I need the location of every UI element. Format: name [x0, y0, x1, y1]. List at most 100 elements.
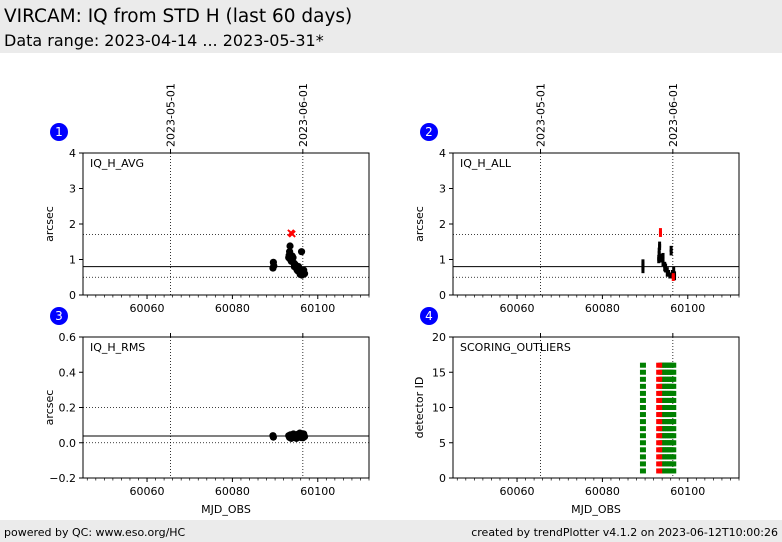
- outlier-point: [658, 228, 662, 235]
- y-tick-label: 0: [439, 472, 446, 485]
- y-tick-label: 4: [439, 147, 446, 160]
- data-point: [270, 262, 278, 270]
- y-tick-label: 1: [69, 254, 76, 267]
- detector-cell: [656, 461, 663, 467]
- data-point: [661, 252, 665, 259]
- data-point: [658, 241, 662, 248]
- date-tick-label: 2023-06-01: [667, 83, 680, 147]
- y-tick-label: 3: [69, 183, 76, 196]
- detector-cell: [639, 454, 646, 460]
- detector-cell: [670, 412, 677, 418]
- panel-badge-number: 3: [55, 309, 63, 323]
- data-point: [658, 253, 662, 260]
- detector-cell: [656, 412, 663, 418]
- data-point: [661, 260, 665, 267]
- detector-cell: [639, 440, 646, 446]
- detector-cell: [639, 447, 646, 453]
- data-point: [286, 242, 294, 250]
- x-tick-label: 60080: [215, 485, 250, 498]
- data-point: [657, 247, 661, 254]
- detector-cell: [639, 468, 646, 474]
- data-point: [657, 254, 661, 261]
- x-axis-label: MJD_OBS: [201, 503, 251, 516]
- y-tick-label: 3: [439, 183, 446, 196]
- detector-cell: [670, 383, 677, 389]
- data-point: [294, 263, 303, 271]
- detector-cell: [639, 405, 646, 410]
- panel-label: IQ_H_AVG: [90, 157, 144, 170]
- panel-label: IQ_H_RMS: [90, 341, 145, 354]
- panel-badge: [50, 123, 68, 141]
- detector-cell: [670, 419, 677, 425]
- detector-cell: [670, 440, 677, 446]
- detector-cell: [656, 440, 663, 446]
- panel-badge-number: 2: [425, 125, 433, 139]
- x-tick-label: 60060: [130, 485, 165, 498]
- footer-created: created by trendPlotter v4.1.2 on 2023-0…: [471, 526, 778, 539]
- detector-cell: [656, 397, 663, 403]
- detector-cell: [656, 454, 663, 460]
- detector-cell: [670, 461, 677, 467]
- y-tick-label: 15: [432, 366, 446, 379]
- detector-cell: [670, 362, 677, 368]
- data-point: [661, 256, 665, 263]
- footer-credit: powered by QC: www.eso.org/HC: [4, 526, 186, 539]
- y-tick-label: 0.0: [59, 437, 77, 450]
- detector-cell: [639, 390, 646, 396]
- detector-cell: [639, 419, 646, 425]
- detector-cell: [656, 468, 663, 474]
- data-point: [300, 270, 309, 278]
- detector-cell: [670, 405, 677, 410]
- detector-cell: [670, 433, 677, 439]
- detector-cell: [656, 433, 663, 439]
- header-bar: VIRCAM: IQ from STD H (last 60 days) Dat…: [0, 0, 782, 53]
- detector-cell: [656, 376, 663, 382]
- detector-cell: [656, 405, 663, 410]
- detector-cell: [639, 397, 646, 403]
- detector-cell: [670, 397, 677, 403]
- plot-frame: [452, 336, 740, 479]
- date-tick-label: 2023-05-01: [535, 83, 548, 147]
- detector-cell: [656, 369, 663, 375]
- x-tick-label: 60080: [585, 485, 620, 498]
- detector-cell: [656, 362, 663, 368]
- y-tick-label: 0: [439, 289, 446, 302]
- x-axis-label: MJD_OBS: [571, 503, 621, 516]
- detector-cell: [639, 376, 646, 382]
- panel-label: SCORING_OUTLIERS: [460, 341, 571, 354]
- x-tick-label: 60080: [215, 302, 250, 315]
- data-point: [669, 245, 673, 252]
- y-tick-label: 4: [69, 147, 76, 160]
- data-point: [672, 266, 676, 273]
- detector-cell: [639, 433, 646, 439]
- plot-frame: [82, 152, 370, 296]
- date-tick-label: 2023-05-01: [165, 83, 178, 147]
- panel-2: 0 1 2 3 4 60060 60080 60100 2023-05-01 2023-06-01…: [413, 83, 740, 315]
- detector-cell: [670, 369, 677, 375]
- x-tick-label: 60060: [500, 485, 535, 498]
- detector-cell: [639, 369, 646, 375]
- outlier-point: [288, 230, 296, 238]
- panel-label: IQ_H_ALL: [460, 157, 512, 170]
- date-tick-label: 2023-06-01: [297, 83, 310, 147]
- panel-badge-number: 4: [425, 309, 433, 323]
- detector-cell: [639, 461, 646, 467]
- detector-cell: [656, 426, 663, 432]
- y-tick-label: 1: [439, 254, 446, 267]
- x-tick-label: 60100: [670, 485, 705, 498]
- detector-cell: [656, 390, 663, 396]
- panel-badge: [420, 123, 438, 141]
- panel-badge: [50, 307, 68, 325]
- x-tick-label: 60060: [130, 302, 165, 315]
- detector-cell: [639, 412, 646, 418]
- y-tick-label: 0.6: [59, 331, 77, 344]
- data-point: [297, 248, 306, 256]
- data-point: [289, 254, 297, 262]
- data-point: [269, 433, 277, 441]
- data-point: [641, 259, 645, 266]
- footer-bar: powered by QC: www.eso.org/HC created by…: [0, 520, 782, 542]
- page-subtitle: Data range: 2023-04-14 ... 2023-05-31*: [4, 31, 324, 50]
- page-title: VIRCAM: IQ from STD H (last 60 days): [4, 6, 353, 27]
- y-tick-label: 10: [432, 402, 446, 415]
